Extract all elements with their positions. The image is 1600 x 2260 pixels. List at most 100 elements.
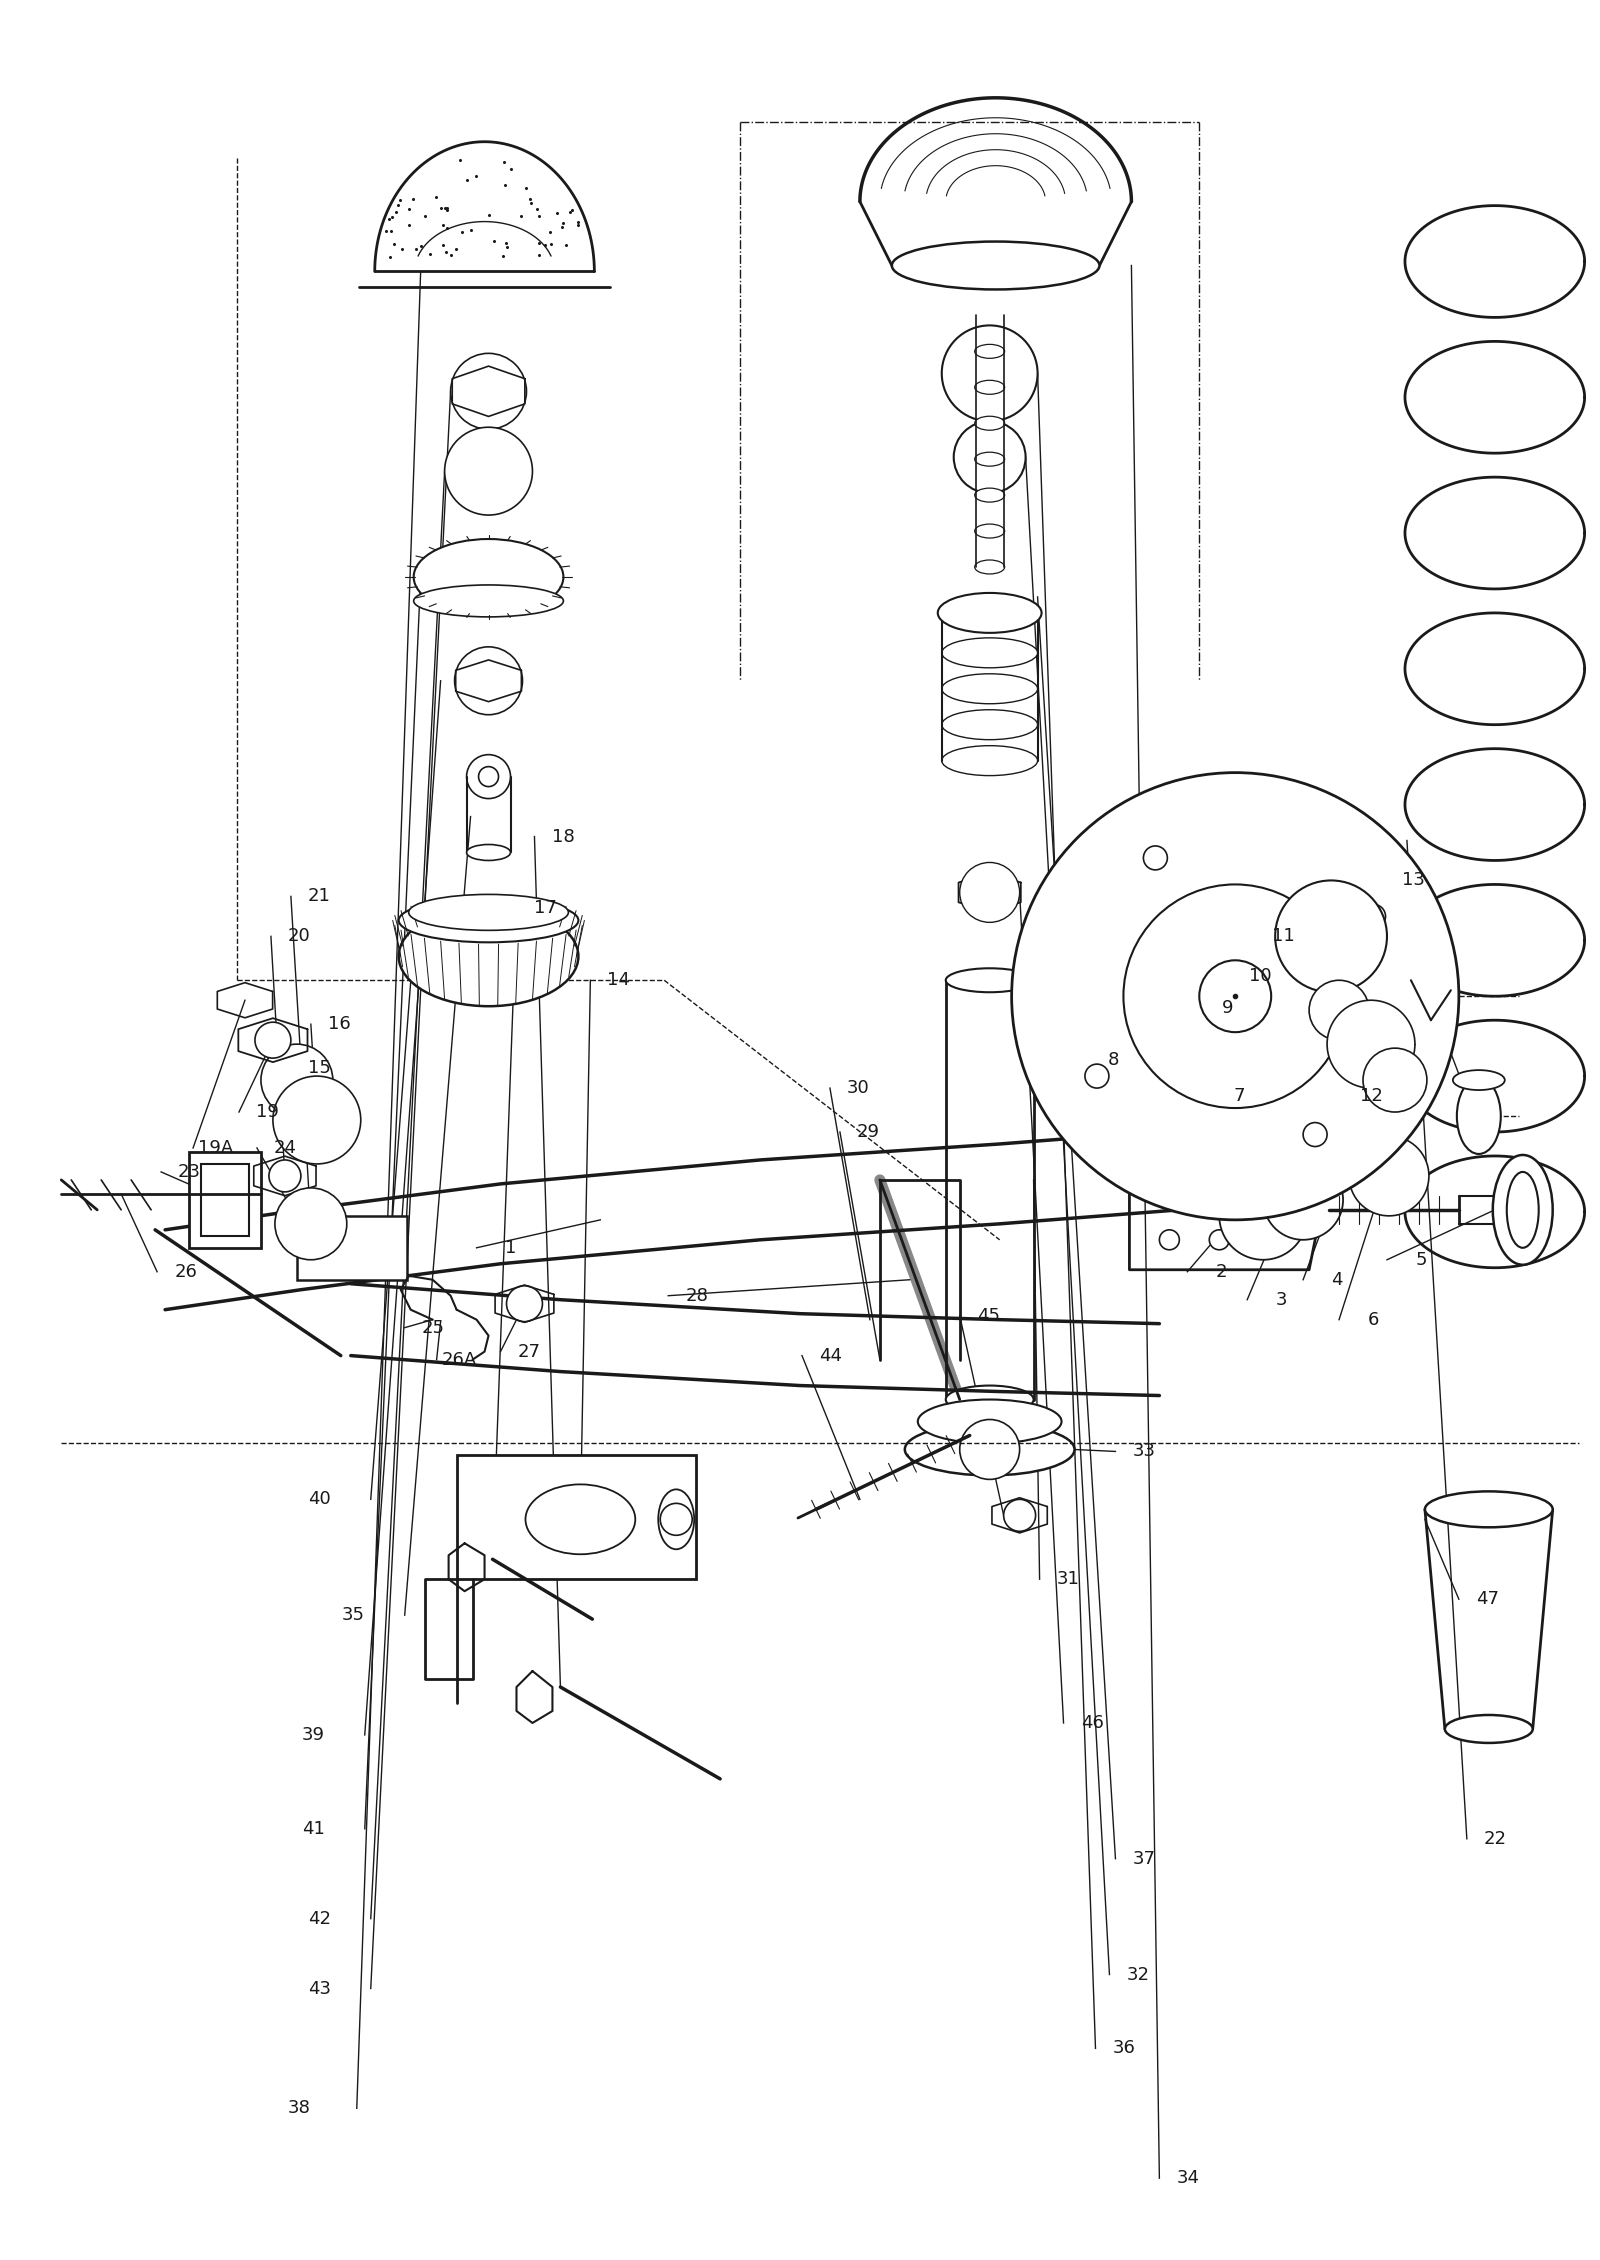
Ellipse shape	[891, 242, 1099, 289]
Text: 2: 2	[1216, 1263, 1227, 1281]
Text: 34: 34	[1176, 2170, 1200, 2188]
Text: 43: 43	[307, 1980, 331, 1998]
Circle shape	[461, 929, 517, 985]
Ellipse shape	[398, 906, 578, 1006]
Ellipse shape	[1445, 1715, 1533, 1742]
Ellipse shape	[658, 1489, 694, 1550]
Ellipse shape	[918, 1399, 1061, 1444]
Ellipse shape	[525, 1485, 635, 1555]
Circle shape	[661, 1503, 693, 1535]
Circle shape	[1003, 1498, 1035, 1532]
Circle shape	[1200, 960, 1270, 1033]
Ellipse shape	[974, 524, 1005, 538]
Text: 26: 26	[174, 1263, 197, 1281]
Text: 42: 42	[307, 1910, 331, 1928]
Ellipse shape	[938, 592, 1042, 633]
Text: 8: 8	[1109, 1051, 1120, 1069]
Text: 28: 28	[685, 1286, 709, 1304]
Circle shape	[1326, 1001, 1414, 1087]
Circle shape	[550, 1489, 610, 1550]
Circle shape	[1160, 1182, 1179, 1202]
Circle shape	[1283, 1180, 1323, 1220]
Ellipse shape	[946, 1385, 1034, 1412]
Circle shape	[275, 1189, 347, 1259]
Circle shape	[1262, 1159, 1342, 1241]
Circle shape	[1123, 884, 1347, 1107]
Text: 5: 5	[1416, 1250, 1427, 1268]
Circle shape	[478, 766, 499, 786]
Circle shape	[1011, 773, 1459, 1220]
Text: 27: 27	[517, 1342, 541, 1361]
Text: 38: 38	[288, 2100, 310, 2118]
Bar	[202, 1164, 250, 1236]
Text: 21: 21	[307, 888, 331, 906]
Text: 10: 10	[1248, 967, 1270, 985]
Text: 29: 29	[858, 1123, 880, 1141]
Text: 41: 41	[302, 1819, 325, 1837]
FancyBboxPatch shape	[456, 1455, 696, 1580]
Circle shape	[1363, 1049, 1427, 1112]
Ellipse shape	[942, 746, 1037, 775]
Circle shape	[971, 875, 1008, 911]
Circle shape	[254, 1022, 291, 1058]
Circle shape	[1371, 1157, 1406, 1193]
Text: 31: 31	[1056, 1571, 1080, 1589]
Text: 24: 24	[274, 1139, 298, 1157]
Circle shape	[1382, 1069, 1406, 1092]
Circle shape	[1362, 904, 1386, 929]
Text: 14: 14	[608, 972, 630, 990]
Text: 3: 3	[1275, 1290, 1286, 1309]
Circle shape	[1144, 845, 1168, 870]
Circle shape	[1299, 904, 1363, 967]
Circle shape	[1160, 1229, 1179, 1250]
Text: 46: 46	[1080, 1713, 1104, 1731]
Text: 47: 47	[1475, 1591, 1499, 1609]
Ellipse shape	[1458, 1078, 1501, 1155]
Text: 44: 44	[819, 1347, 842, 1365]
Text: 20: 20	[288, 927, 310, 945]
Circle shape	[454, 646, 523, 714]
Circle shape	[470, 454, 507, 488]
Ellipse shape	[408, 895, 568, 931]
Ellipse shape	[974, 488, 1005, 502]
Ellipse shape	[1493, 1155, 1552, 1266]
Text: 37: 37	[1133, 1849, 1155, 1867]
Circle shape	[1349, 1137, 1429, 1216]
Ellipse shape	[974, 452, 1005, 466]
Circle shape	[1309, 981, 1370, 1040]
Text: 12: 12	[1360, 1087, 1382, 1105]
Circle shape	[469, 660, 509, 701]
Circle shape	[942, 325, 1037, 420]
Text: 18: 18	[552, 827, 574, 845]
Text: 11: 11	[1272, 927, 1294, 945]
Circle shape	[269, 1159, 301, 1191]
Circle shape	[261, 1044, 333, 1116]
Bar	[189, 1153, 261, 1248]
Text: 9: 9	[1222, 999, 1234, 1017]
Ellipse shape	[974, 344, 1005, 359]
Circle shape	[274, 1076, 360, 1164]
Circle shape	[960, 1419, 1019, 1480]
Circle shape	[1325, 997, 1354, 1024]
Circle shape	[1235, 1189, 1291, 1243]
Circle shape	[1357, 1031, 1386, 1058]
Ellipse shape	[942, 710, 1037, 739]
Ellipse shape	[1453, 1069, 1504, 1089]
Text: 4: 4	[1331, 1270, 1342, 1288]
Text: 23: 23	[178, 1164, 202, 1182]
Text: 6: 6	[1368, 1311, 1379, 1329]
Circle shape	[507, 1286, 542, 1322]
Circle shape	[1210, 1182, 1229, 1202]
Circle shape	[467, 755, 510, 798]
Circle shape	[960, 863, 1019, 922]
Text: 13: 13	[1402, 872, 1426, 890]
Text: 40: 40	[309, 1489, 331, 1507]
Ellipse shape	[974, 380, 1005, 393]
Circle shape	[464, 368, 512, 416]
Ellipse shape	[974, 560, 1005, 574]
Circle shape	[464, 554, 512, 601]
Circle shape	[954, 420, 1026, 493]
Circle shape	[1210, 1229, 1229, 1250]
Text: 16: 16	[328, 1015, 350, 1033]
Ellipse shape	[942, 637, 1037, 667]
